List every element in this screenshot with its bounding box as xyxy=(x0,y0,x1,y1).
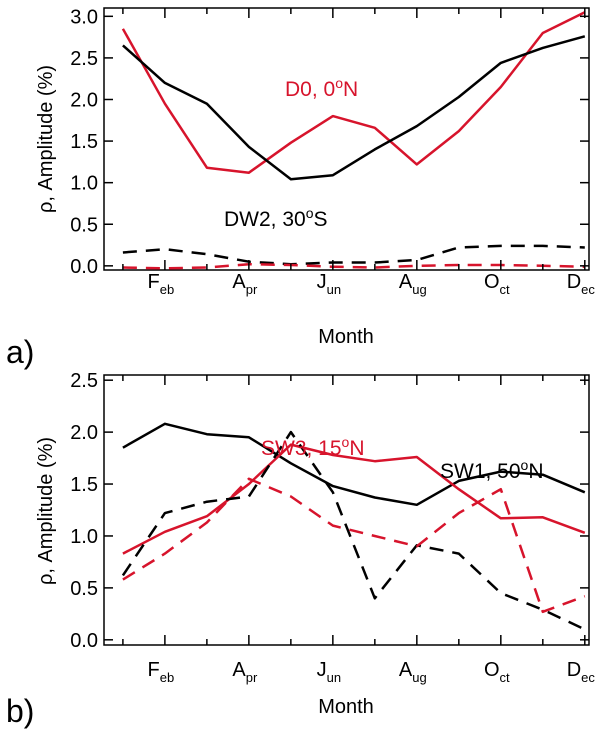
y-tick-label: 2.0 xyxy=(70,89,98,111)
x-tick-label: Apr xyxy=(232,271,258,297)
x-tick-label: Jun xyxy=(317,659,341,685)
y-tick-label: 0.0 xyxy=(70,630,98,652)
y-tick-label: 3.0 xyxy=(70,6,98,28)
series-line-black-solid xyxy=(122,35,586,181)
x-tick-label: Aug xyxy=(399,271,427,297)
plot-frame-a xyxy=(103,7,590,271)
x-tick-label: Jun xyxy=(317,271,341,297)
x-tick-label: Oct xyxy=(484,659,510,685)
annotation-sw1: SW1, 50oN xyxy=(440,457,544,483)
ylabel-a: ρ, Amplitude (%) xyxy=(35,65,57,213)
x-tick-label: Feb xyxy=(148,271,175,297)
y-tick-label: 1.5 xyxy=(70,474,98,496)
panel-label-a: a) xyxy=(6,334,34,370)
annotation-sw3: SW3, 15oN xyxy=(261,434,365,460)
y-tick-label: 2.5 xyxy=(70,48,98,70)
y-tick-label: 0.0 xyxy=(70,256,98,278)
y-tick-label: 0.5 xyxy=(70,214,98,236)
series-line-red-solid xyxy=(121,11,586,174)
panel-label-b: b) xyxy=(6,693,34,729)
x-tick-label: Feb xyxy=(148,659,175,685)
panel-b: 0.0 0.5 1.0 1.5 2.0 2.5 Feb Apr Jun Aug Oct Dec SW3… xyxy=(6,370,595,729)
ylabel-b: ρ, Amplitude (%) xyxy=(35,437,57,585)
series-line-red-solid xyxy=(122,443,586,555)
y-tick-label: 0.5 xyxy=(70,578,98,600)
xlabel-a: Month xyxy=(318,326,374,348)
y-tick-label: 1.0 xyxy=(70,173,98,195)
series-line-black-dashed xyxy=(121,430,586,631)
y-tick-label: 1.0 xyxy=(70,526,98,548)
x-tick-label: Aug xyxy=(399,659,427,685)
x-tick-label: Apr xyxy=(232,659,258,685)
xlabel-b: Month xyxy=(318,696,374,718)
y-tick-label: 2.0 xyxy=(70,422,98,444)
annotation-d0: D0, 0oN xyxy=(285,75,358,101)
y-tick-label: 2.5 xyxy=(70,370,98,392)
plot-frame-b xyxy=(103,374,590,646)
x-tick-label: Oct xyxy=(484,271,510,297)
series-line-red-dashed xyxy=(122,262,585,270)
y-tick-label: 1.5 xyxy=(70,131,98,153)
series-line-red-dashed xyxy=(122,477,586,614)
series-line-black-dashed xyxy=(122,244,585,266)
x-tick-label: Dec xyxy=(567,271,596,297)
x-tick-label: Dec xyxy=(567,659,596,685)
annotation-dw2: DW2, 30oS xyxy=(224,205,328,231)
series-line-black-solid xyxy=(122,422,586,507)
